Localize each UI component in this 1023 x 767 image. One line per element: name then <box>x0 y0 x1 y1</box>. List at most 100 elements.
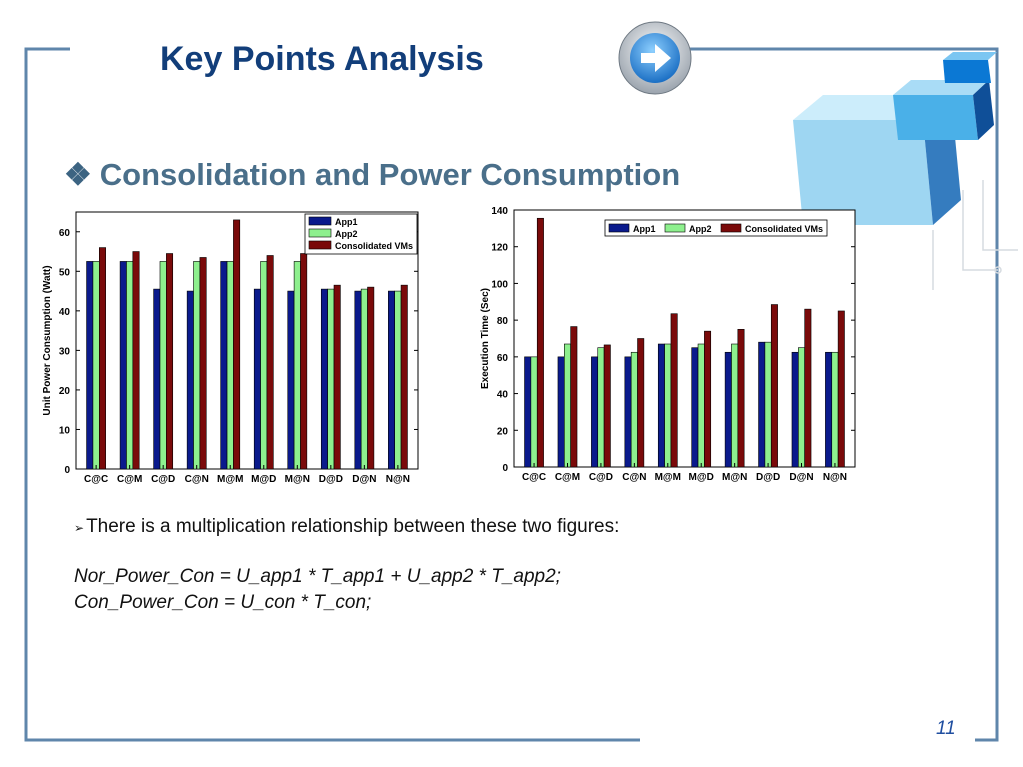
diamond-bullet-icon: ❖ <box>64 157 92 192</box>
page-number: 11 <box>936 718 956 739</box>
bar-app1-m-at-n <box>287 290 295 470</box>
bar-app2-c-at-c <box>530 356 538 468</box>
arrow-right-icon <box>641 44 671 72</box>
y-tick-label: 60 <box>59 228 71 239</box>
formula-consolidated-power: Con_Power_Con = U_con * T_con; <box>74 592 372 613</box>
bar-consolidated-vms-c-at-m <box>570 326 578 468</box>
bar-app1-c-at-c <box>86 261 94 470</box>
x-tick-label: M@N <box>722 472 747 483</box>
bar-app1-c-at-m <box>557 356 565 468</box>
bar-consolidated-vms-d-at-d <box>333 284 341 470</box>
cube-medium <box>893 80 994 140</box>
y-axis-label: Execution Time (Sec) <box>480 288 491 389</box>
y-tick-label: 10 <box>59 425 71 436</box>
legend-swatch <box>664 223 686 233</box>
y-tick-label: 0 <box>64 465 70 476</box>
y-tick-label: 60 <box>497 353 509 364</box>
legend-swatch <box>720 223 742 233</box>
bar-app2-m-at-m <box>664 343 672 468</box>
arrow-bullet-icon: ➢ <box>74 521 85 535</box>
x-tick-label: N@N <box>386 474 410 485</box>
bar-app1-n-at-n <box>388 290 395 470</box>
x-tick-label: D@N <box>789 472 813 483</box>
bar-app1-m-at-m <box>657 343 665 468</box>
legend-swatch <box>308 216 332 226</box>
x-tick-label: C@M <box>117 474 142 485</box>
bar-app2-c-at-d <box>597 347 605 468</box>
x-tick-label: M@M <box>655 472 681 483</box>
x-tick-label: C@M <box>555 472 580 483</box>
y-tick-label: 20 <box>497 426 509 437</box>
legend <box>604 219 828 237</box>
bar-app2-m-at-n <box>731 343 739 468</box>
y-tick-label: 30 <box>59 346 71 357</box>
y-axis-label: Unit Power Consumption (Watt) <box>42 265 53 415</box>
bar-app2-d-at-n <box>360 288 368 470</box>
bar-app2-d-at-d <box>327 288 335 470</box>
x-tick-label: M@N <box>285 474 310 485</box>
bar-consolidated-vms-c-at-d <box>603 344 611 468</box>
bar-app1-d-at-d <box>320 288 328 470</box>
bar-consolidated-vms-c-at-m <box>132 251 140 470</box>
x-tick-label: D@D <box>319 474 343 485</box>
bar-app2-d-at-n <box>798 347 805 468</box>
bar-app1-m-at-d <box>691 347 699 468</box>
bar-consolidated-vms-d-at-n <box>367 286 375 470</box>
bar-app1-c-at-d <box>153 288 161 470</box>
bar-app1-m-at-d <box>253 288 261 470</box>
power-consumption-chart: 0 10 20 30 40 50 60 Unit Power Consumption (Wat… <box>42 211 419 485</box>
bar-consolidated-vms-n-at-n <box>837 310 845 468</box>
bar-consolidated-vms-c-at-c <box>536 217 544 468</box>
legend-label: App2 <box>689 224 712 234</box>
x-tick-label: D@D <box>756 472 780 483</box>
x-tick-label: C@D <box>151 474 175 485</box>
circuit-lines <box>932 180 1018 290</box>
y-tick-label: 140 <box>491 206 508 217</box>
bar-consolidated-vms-c-at-n <box>637 338 645 468</box>
bar-consolidated-vms-d-at-d <box>770 304 778 468</box>
x-tick-label: N@N <box>823 472 847 483</box>
bar-app2-n-at-n <box>831 351 839 468</box>
bar-app1-m-at-n <box>724 351 732 468</box>
bar-app2-m-at-n <box>293 261 301 470</box>
bar-app2-c-at-n <box>193 261 201 470</box>
x-tick-label: C@N <box>185 474 209 485</box>
x-tick-label: M@D <box>689 472 714 483</box>
bar-app1-c-at-c <box>524 356 532 468</box>
formula-normal-power: Nor_Power_Con = U_app1 * T_app1 + U_app2… <box>74 566 561 587</box>
bar-app1-c-at-n <box>186 290 194 470</box>
legend-label: App2 <box>335 229 358 239</box>
y-tick-label: 40 <box>497 390 509 401</box>
y-tick-label: 0 <box>502 463 508 474</box>
legend-swatch <box>308 240 332 250</box>
bar-app2-m-at-d <box>260 261 268 470</box>
decorative-cubes <box>793 52 1018 290</box>
y-tick-label: 40 <box>59 307 71 318</box>
y-tick-label: 50 <box>59 267 71 278</box>
bar-app1-c-at-n <box>624 356 632 468</box>
bar-consolidated-vms-c-at-c <box>99 247 106 470</box>
bullet-text: There is a multiplication relationship b… <box>86 516 620 537</box>
bar-consolidated-vms-m-at-d <box>704 330 712 468</box>
legend-label: Consolidated VMs <box>745 224 823 234</box>
bar-app1-n-at-n <box>825 351 833 468</box>
bar-consolidated-vms-m-at-d <box>266 255 274 470</box>
section-heading: ❖ Consolidation and Power Consumption <box>64 157 680 193</box>
bar-consolidated-vms-m-at-m <box>233 219 241 470</box>
bar-consolidated-vms-c-at-n <box>199 257 207 470</box>
bar-app2-d-at-d <box>764 341 772 468</box>
next-arrow-button[interactable] <box>615 18 695 98</box>
bar-app2-c-at-m <box>564 343 571 468</box>
bar-app1-c-at-d <box>591 356 599 468</box>
y-tick-label: 20 <box>59 386 71 397</box>
execution-time-chart: 0 20 40 60 80 100 120 140 Execution Time (Sec) C@… <box>480 206 856 483</box>
bar-app1-d-at-n <box>791 351 799 468</box>
x-tick-label: C@C <box>84 474 108 485</box>
bar-app2-m-at-m <box>226 261 234 470</box>
bullet-point: ➢ There is a multiplication relationship … <box>74 516 619 538</box>
x-tick-label: C@D <box>589 472 613 483</box>
bar-consolidated-vms-m-at-n <box>300 253 308 470</box>
x-tick-label: M@M <box>217 474 243 485</box>
bar-app2-m-at-d <box>697 343 705 468</box>
